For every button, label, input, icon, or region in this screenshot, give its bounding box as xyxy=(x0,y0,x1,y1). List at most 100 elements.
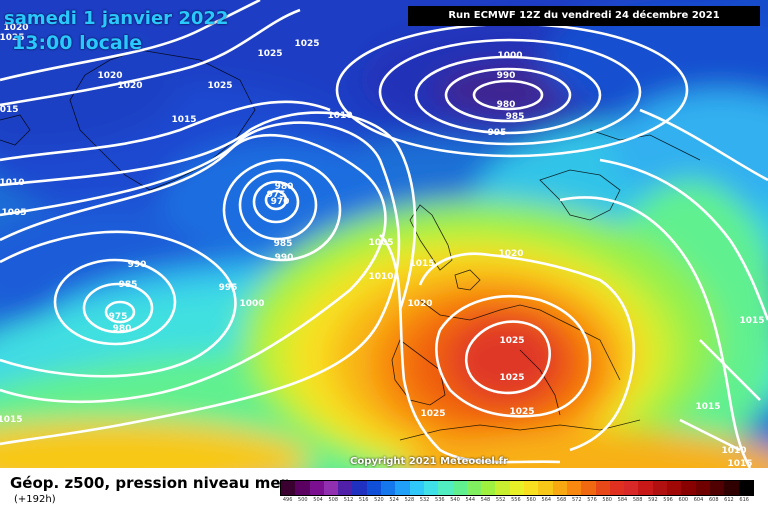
color-scale-tick: 608 xyxy=(708,497,719,503)
forecast-range: (+192h) xyxy=(14,494,56,505)
weather-map: 1025 1025 1020 1020 1025 1025 1015 1010 … xyxy=(0,0,768,468)
pressure-label: 1015 xyxy=(727,459,752,468)
color-scale-tick: 556 xyxy=(511,497,521,503)
color-scale-tick: 596 xyxy=(663,497,673,503)
pressure-label: 1015 xyxy=(409,259,434,269)
color-scale-tick: 536 xyxy=(435,497,445,503)
color-scale-tick: 612 xyxy=(724,497,734,503)
color-scale-tick: 552 xyxy=(495,497,506,503)
pressure-label: 1025 xyxy=(294,39,319,49)
pressure-label: 1015 xyxy=(739,316,764,326)
color-scale-tick: 564 xyxy=(541,497,552,503)
color-scale-swatch xyxy=(409,481,424,495)
color-scale-bar xyxy=(280,480,754,496)
pressure-label: 1025 xyxy=(207,81,232,91)
pressure-label: 970 xyxy=(271,197,290,207)
pressure-label: 1010 xyxy=(721,446,746,456)
pressure-label: 1010 xyxy=(327,111,352,121)
color-scale-tick: 524 xyxy=(389,497,399,503)
pressure-label: 1010 xyxy=(0,178,25,188)
pressure-label: 1020 xyxy=(3,23,28,33)
color-scale-swatch xyxy=(452,481,467,495)
color-scale-swatch xyxy=(438,481,453,495)
pressure-label: 1015 xyxy=(0,105,19,115)
pressure-label: 990 xyxy=(497,71,516,81)
color-scale-swatch xyxy=(495,481,510,495)
color-scale-swatch xyxy=(595,481,610,495)
pressure-label: 1025 xyxy=(509,407,534,417)
pressure-label: 1005 xyxy=(368,238,393,248)
pressure-label: 1020 xyxy=(498,249,523,259)
color-scale: 496 500 504 508 512 516 520 524 528 532 536 540 544 5… xyxy=(280,480,760,508)
pressure-label: 975 xyxy=(267,190,286,200)
color-scale-swatch xyxy=(338,481,353,495)
color-scale-swatch xyxy=(724,481,739,495)
color-scale-tick: 592 xyxy=(648,497,658,503)
color-scale-tick: 568 xyxy=(556,497,567,503)
pressure-label: 1000 xyxy=(239,299,264,309)
pressure-label: 1025 xyxy=(0,33,25,43)
pressure-label: 980 xyxy=(497,100,516,110)
color-scale-tick: 544 xyxy=(465,497,475,503)
color-scale-swatch xyxy=(538,481,553,495)
color-scale-swatch xyxy=(681,481,696,495)
color-scale-swatch xyxy=(552,481,567,495)
pressure-label: 985 xyxy=(119,280,138,290)
pressure-label: 980 xyxy=(113,324,132,334)
color-scale-tick: 512 xyxy=(343,497,354,503)
color-scale-swatch xyxy=(509,481,525,495)
color-scale-swatch xyxy=(695,481,710,495)
color-scale-swatch xyxy=(566,481,582,495)
color-scale-tick: 504 xyxy=(313,497,323,503)
color-scale-tick: 604 xyxy=(693,497,704,503)
copyright: Copyright 2021 Meteociel.fr xyxy=(350,456,508,467)
color-scale-tick: 584 xyxy=(617,497,628,503)
color-scale-swatch xyxy=(323,481,339,495)
pressure-label: 1000 xyxy=(497,51,522,61)
pressure-label: 1015 xyxy=(695,402,720,412)
pressure-label: 985 xyxy=(274,239,293,249)
color-scale-swatch xyxy=(738,481,753,495)
color-scale-swatch xyxy=(466,481,482,495)
color-scale-swatch xyxy=(624,481,639,495)
pressure-label: 1005 xyxy=(1,208,26,218)
color-scale-tick: 520 xyxy=(374,497,384,503)
color-scale-swatch xyxy=(709,481,725,495)
color-scale-tick: 572 xyxy=(571,497,582,503)
color-scale-swatch xyxy=(352,481,367,495)
color-scale-tick: 616 xyxy=(739,497,749,503)
color-scale-tick: 576 xyxy=(587,497,597,503)
color-scale-swatch xyxy=(309,481,324,495)
pressure-label: 990 xyxy=(128,260,147,270)
color-scale-tick: 548 xyxy=(480,497,491,503)
coastlines xyxy=(0,49,701,441)
color-scale-swatch xyxy=(481,481,496,495)
color-scale-swatch xyxy=(524,481,539,495)
pressure-label: 1015 xyxy=(171,115,196,125)
color-scale-tick: 580 xyxy=(602,497,612,503)
pressure-label: 980 xyxy=(275,182,294,192)
color-scale-swatch xyxy=(395,481,410,495)
color-scale-swatch xyxy=(366,481,382,495)
pressure-label: 1020 xyxy=(407,299,432,309)
color-scale-tick: 528 xyxy=(404,497,415,503)
color-scale-swatch xyxy=(281,481,296,495)
pressure-label: 1025 xyxy=(420,409,445,419)
color-scale-swatch xyxy=(667,481,682,495)
color-scale-tick: 500 xyxy=(298,497,308,503)
color-scale-tick: 588 xyxy=(632,497,643,503)
color-scale-tick: 600 xyxy=(678,497,689,503)
pressure-label: 1010 xyxy=(368,272,393,282)
forecast-time: 13:00 locale xyxy=(12,32,143,54)
map-title: Géop. z500, pression niveau mer xyxy=(10,474,288,492)
color-scale-tick: 516 xyxy=(358,497,369,503)
pressure-label: 1025 xyxy=(499,373,524,383)
legend-footer: Géop. z500, pression niveau mer (+192h) … xyxy=(0,468,768,512)
map-canvas: 1025 1025 1020 1020 1025 1025 1015 1010 … xyxy=(0,0,768,468)
forecast-date: samedi 1 janvier 2022 xyxy=(4,8,229,29)
color-scale-tick: 540 xyxy=(450,497,460,503)
pressure-labels: 1025 1025 1020 1020 1025 1025 1015 1010 … xyxy=(0,23,765,468)
color-scale-swatch xyxy=(295,481,310,495)
model-run-info: Run ECMWF 12Z du vendredi 24 décembre 20… xyxy=(408,6,760,26)
pressure-label: 985 xyxy=(506,112,525,122)
